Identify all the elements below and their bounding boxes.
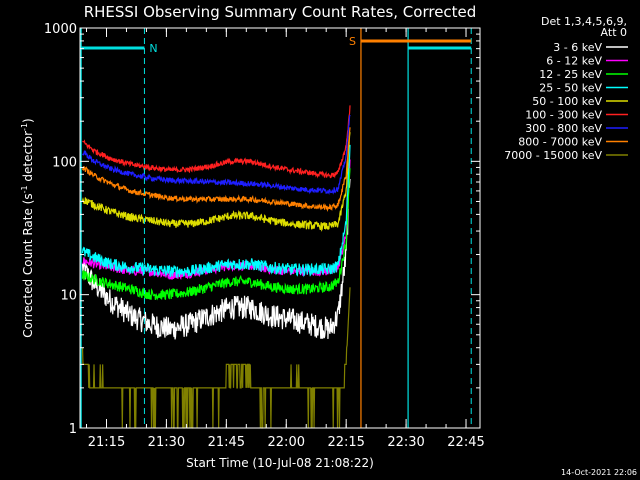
series-line [81,144,351,278]
x-tick-label: 22:15 [327,435,364,450]
legend-label: 300 - 800 keV [525,122,602,135]
series-layer [81,105,351,429]
series-line [82,114,351,195]
y-label-part-2: detector [21,131,35,186]
orbit-overlay: NS [80,28,472,428]
x-tick-label: 22:00 [268,435,305,450]
legend-header: Det 1,3,4,5,6,9, [541,15,627,28]
y-label-sup-2: -1 [20,123,29,131]
legend-label: 50 - 100 keV [532,95,602,108]
legend-label: 3 - 6 keV [553,41,602,54]
x-tick-label: 21:15 [88,435,125,450]
legend-header: Att 0 [601,26,627,39]
axis-layer: 1 10 100 1000 21:15 21:30 21:45 22:00 22:15 22:30… [44,22,485,450]
legend-label: 800 - 7000 keV [518,136,602,149]
series-line [81,168,351,301]
series-line [81,287,351,429]
legend-label: 100 - 300 keV [525,109,602,122]
night-marker-label: N [149,42,157,55]
y-axis-label: Corrected Count Rate (s-1 detector-1) [20,118,35,337]
plot-frame [79,27,481,429]
x-axis-label: Start Time (10-Jul-08 21:08:22) [186,456,374,470]
y-tick-label: 1 [69,422,77,437]
legend-label: 6 - 12 keV [546,55,602,68]
y-tick-label: 10 [60,289,77,304]
series-line [82,105,351,179]
saa-marker-label: S [349,35,356,48]
y-tick-label: 100 [52,155,77,170]
y-label-part-1: Corrected Count Rate (s [21,193,35,337]
x-tick-label: 21:30 [148,435,185,450]
x-tick-label: 22:45 [447,435,484,450]
x-tick-label: 21:45 [208,435,245,450]
y-label-sup-1: -1 [20,185,29,193]
legend-label: 25 - 50 keV [539,82,602,95]
x-tick-label: 22:30 [387,435,424,450]
legend-label: 12 - 25 keV [539,68,602,81]
chart-title: RHESSI Observing Summary Count Rates, Co… [84,3,477,21]
y-tick-label: 1000 [44,22,77,37]
series-line [81,127,351,212]
y-label-part-3: ) [21,118,35,123]
series-line [81,178,351,340]
series-line [81,132,351,232]
footer-date: 14-Oct-2021 22:06 [561,468,637,477]
legend-label: 7000 - 15000 keV [504,149,602,162]
